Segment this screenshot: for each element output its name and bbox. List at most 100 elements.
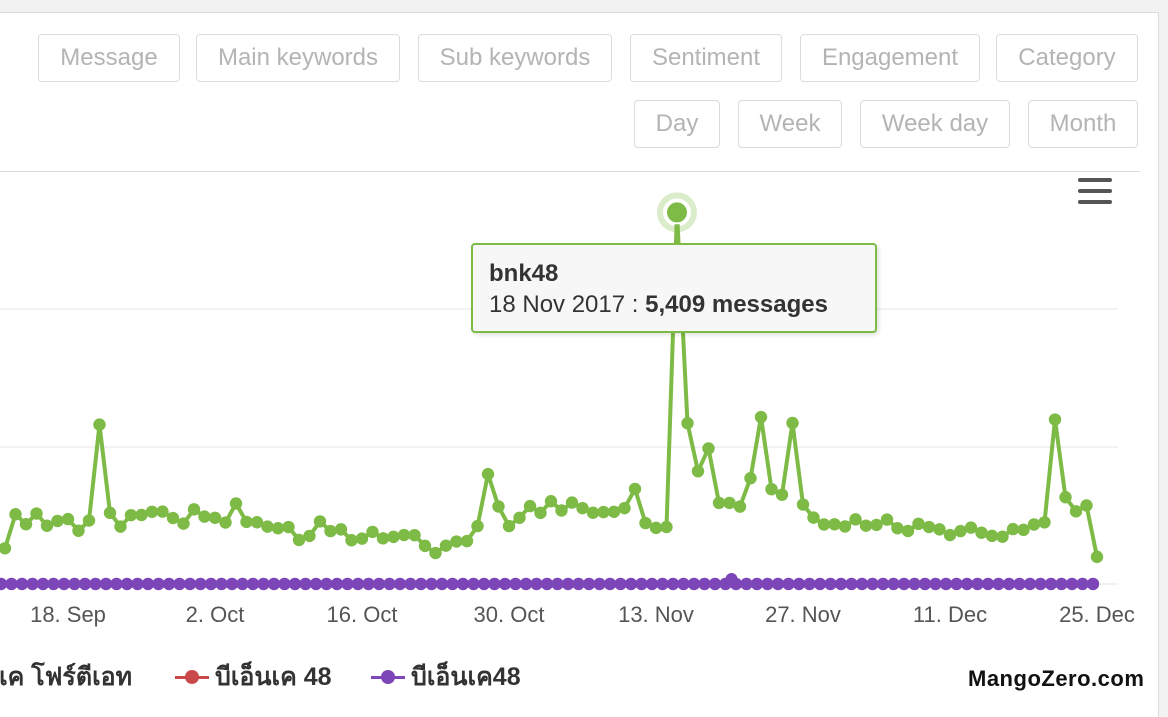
data-point-peak <box>665 200 689 225</box>
data-point <box>639 516 652 530</box>
data-point <box>145 505 159 518</box>
data-point <box>471 519 484 533</box>
tab-week-day[interactable]: Week day <box>860 100 1010 148</box>
data-point <box>975 526 988 539</box>
data-point <box>156 505 169 518</box>
data-point-purple <box>708 577 722 591</box>
data-point <box>880 513 894 526</box>
data-point <box>859 519 873 532</box>
data-point-purple <box>414 577 428 591</box>
data-point <box>828 518 841 531</box>
data-point-purple <box>89 577 102 591</box>
data-point-purple <box>635 577 648 591</box>
x-tick-label: 30. Oct <box>474 602 545 627</box>
legend-item-series-1[interactable]: นเค โฟร์ตีเอท <box>0 660 132 694</box>
data-point-purple <box>677 577 690 591</box>
data-point-purple <box>992 577 1005 591</box>
data-point <box>282 520 295 534</box>
data-point-purple <box>162 577 176 591</box>
legend-item-series-2[interactable]: บีเอ็นเค 48 <box>175 660 332 694</box>
data-point <box>229 497 243 510</box>
data-point-purple <box>866 577 879 591</box>
data-point-purple <box>761 577 774 591</box>
data-point-purple <box>341 577 354 591</box>
data-point <box>103 506 117 520</box>
data-point-purple <box>1002 577 1016 591</box>
hamburger-icon[interactable] <box>1078 178 1114 208</box>
data-point-purple <box>236 577 249 591</box>
data-point <box>723 496 736 510</box>
tab-sentiment[interactable]: Sentiment <box>630 34 782 82</box>
x-tick-label: 2. Oct <box>186 602 245 627</box>
data-point-purple <box>393 577 407 591</box>
data-point <box>849 513 862 526</box>
data-point <box>1069 505 1083 518</box>
data-point-purple <box>593 577 606 591</box>
tab-main-keywords[interactable]: Main keywords <box>196 34 400 82</box>
data-point <box>345 534 358 547</box>
data-point <box>502 519 516 533</box>
data-point <box>754 410 768 424</box>
data-point-purple <box>824 577 837 591</box>
data-point <box>702 442 715 455</box>
tab-day[interactable]: Day <box>634 100 720 148</box>
data-point <box>166 511 180 525</box>
tab-engagement[interactable]: Engagement <box>800 34 980 82</box>
data-point-purple <box>1065 577 1079 591</box>
data-point-purple <box>1013 577 1026 591</box>
data-point-purple <box>834 577 848 591</box>
data-point <box>492 500 505 513</box>
data-point-purple <box>425 577 438 591</box>
data-point-purple <box>5 577 18 591</box>
data-point-purple <box>372 577 386 591</box>
data-point <box>114 520 127 533</box>
tab-month[interactable]: Month <box>1028 100 1138 148</box>
tab-category[interactable]: Category <box>996 34 1138 82</box>
data-point <box>1006 522 1020 536</box>
data-point <box>72 524 85 537</box>
data-point <box>250 516 264 529</box>
data-point-purple <box>1023 577 1037 591</box>
peak-halo <box>657 192 697 233</box>
data-point <box>439 539 453 552</box>
data-point-purple <box>666 577 680 591</box>
data-point-purple <box>404 577 417 591</box>
tab-week[interactable]: Week <box>738 100 842 148</box>
data-point-purple <box>855 577 869 591</box>
data-point <box>744 472 757 485</box>
tab-sub-keywords[interactable]: Sub keywords <box>418 34 612 82</box>
data-point <box>607 505 621 518</box>
data-point-purple <box>47 577 60 591</box>
data-point-purple <box>57 577 71 591</box>
data-point-purple <box>299 577 312 591</box>
watermark: MangoZero.com <box>968 666 1145 691</box>
legend-item-series-3[interactable]: บีเอ็นเค48 <box>371 660 521 694</box>
data-point-purple <box>887 577 900 591</box>
data-point-purple <box>267 577 281 591</box>
data-point-purple <box>183 577 197 591</box>
data-point <box>177 517 190 530</box>
data-point <box>565 496 579 509</box>
tab-message[interactable]: Message <box>38 34 180 82</box>
data-point-purple <box>981 577 995 591</box>
data-point-purple <box>194 577 207 591</box>
data-point <box>523 499 537 513</box>
data-point-purple <box>1086 577 1100 591</box>
legend-symbol-purple <box>371 667 405 687</box>
data-point <box>1027 518 1041 531</box>
data-point-purple <box>36 577 50 591</box>
data-point <box>964 521 978 534</box>
x-tick-label: 25. Dec <box>1059 602 1135 627</box>
data-point <box>324 524 337 538</box>
data-point <box>733 500 747 513</box>
chart-tooltip: bnk48 18 Nov 2017 : 5,409 messages <box>471 243 877 333</box>
data-point <box>303 529 316 543</box>
data-point <box>93 418 106 431</box>
data-point-purple <box>488 577 501 591</box>
data-point-purple <box>467 577 480 591</box>
data-point-purple <box>725 572 738 585</box>
data-point-purple <box>656 577 669 591</box>
data-point-purple <box>204 577 218 591</box>
data-point-purple <box>152 577 165 591</box>
